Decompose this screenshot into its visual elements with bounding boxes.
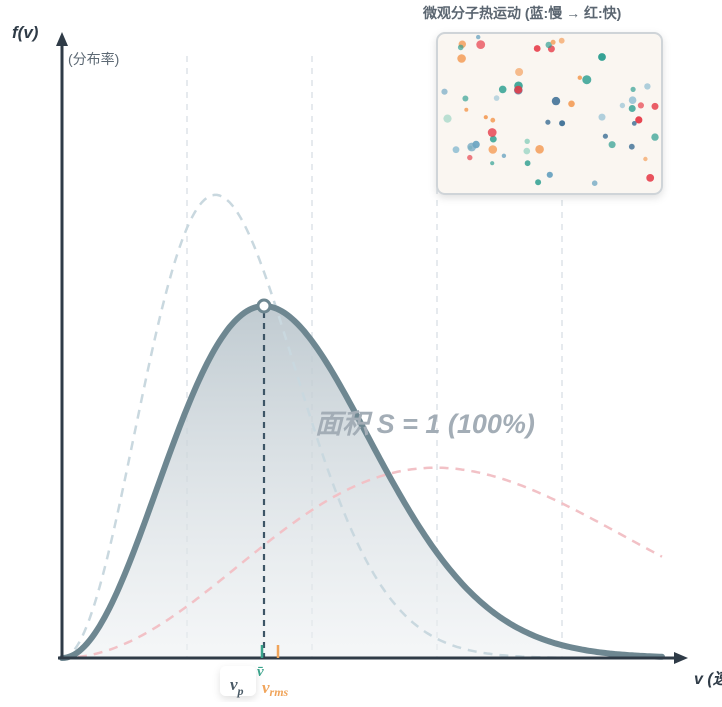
particle-dot: [488, 145, 498, 154]
particle-dot: [546, 171, 553, 178]
high-temperature-curve: [62, 466, 663, 660]
particle-dot: [577, 75, 582, 80]
maxwell-curve: [59, 302, 665, 661]
particle-dot: [551, 96, 561, 106]
particle-dot: [558, 37, 565, 44]
particle-panel-title: 微观分子热运动 (蓝:慢 → 红:快): [422, 5, 621, 21]
particle-dot: [568, 100, 575, 108]
particle-dot: [631, 121, 637, 126]
particle-dot: [545, 119, 551, 125]
particle-dot: [535, 145, 544, 154]
particle-dot: [457, 44, 464, 51]
particle-dot: [598, 113, 606, 121]
particle-dot: [443, 114, 452, 123]
particle-panel: [436, 32, 663, 195]
particle-dot: [630, 86, 636, 92]
particle-dot: [644, 83, 651, 90]
particle-dot: [487, 128, 497, 137]
particle-dot: [457, 54, 466, 63]
y-axis-label: f(v): [12, 23, 39, 42]
particle-dot: [476, 34, 481, 40]
y-axis-unit: (分布率): [68, 51, 119, 67]
particle-dot: [608, 141, 616, 149]
particle-dot: [490, 161, 495, 166]
rms-speed-label: vrms: [262, 678, 289, 699]
particle-dot: [476, 40, 486, 49]
particle-dot: [582, 75, 592, 85]
mean-speed-label: v̄: [257, 664, 264, 680]
particle-dot: [545, 41, 552, 49]
particle-dot: [637, 102, 645, 109]
particle-dot: [535, 179, 542, 186]
particle-dot: [559, 120, 566, 127]
particle-dot: [464, 107, 469, 112]
vp-badge: [220, 666, 256, 696]
particle-field: [441, 34, 659, 186]
particle-dot: [628, 105, 636, 112]
particle-dot: [524, 138, 530, 144]
particle-dot: [523, 147, 531, 155]
particle-dot: [646, 174, 655, 182]
particle-dot: [514, 85, 523, 94]
particle-dot: [501, 153, 507, 158]
particle-dot: [533, 45, 541, 52]
particle-dot: [651, 133, 659, 141]
particle-dot: [550, 39, 556, 45]
area-label: 面积 S = 1 (100%): [315, 409, 535, 439]
peak-point: [256, 298, 272, 314]
vp-label: vp: [230, 675, 244, 698]
particle-dot: [651, 102, 659, 110]
particle-dot: [591, 180, 598, 186]
particle-dot: [467, 154, 473, 161]
axes: [56, 32, 688, 664]
particle-dot: [498, 85, 507, 94]
particle-dot: [628, 96, 637, 104]
y-axis-arrow-icon: [56, 32, 68, 46]
particle-dot: [524, 160, 531, 167]
particle-dot: [602, 133, 609, 139]
particle-dot: [489, 135, 497, 143]
particle-dot: [467, 142, 477, 152]
particle-dot: [483, 115, 488, 120]
particle-dot: [490, 117, 496, 123]
particle-dot: [452, 146, 460, 154]
particle-dot: [628, 143, 635, 150]
particle-dot: [635, 116, 643, 124]
particle-dot: [619, 102, 626, 109]
particle-dot: [515, 68, 524, 76]
x-axis-label: v (速: [694, 670, 722, 688]
particle-dot: [598, 53, 606, 61]
particle-dot: [643, 156, 648, 162]
particle-dot: [441, 88, 448, 95]
low-temperature-curve: [61, 193, 662, 660]
particle-dot: [493, 95, 500, 101]
particle-box: [436, 32, 663, 195]
speed-markers: vp v̄ vrms: [220, 645, 289, 699]
x-axis-arrow-icon: [674, 652, 688, 664]
particle-dot: [462, 95, 469, 102]
